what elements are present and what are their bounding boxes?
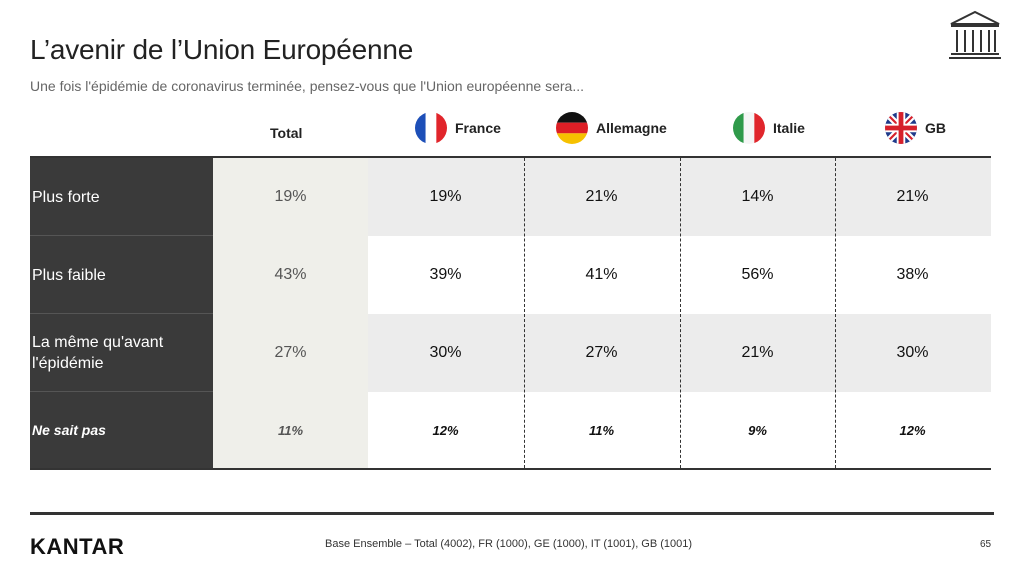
uk-flag-icon	[885, 112, 917, 144]
table-cell: 12%	[899, 422, 926, 438]
column-divider	[680, 158, 681, 468]
results-table: Plus forte 19% 19% 21% 14% 21% Plus faib…	[30, 156, 991, 470]
germany-flag-icon	[556, 112, 588, 144]
column-header-allemagne: Allemagne	[556, 108, 667, 148]
table-cell: 21%	[741, 344, 774, 361]
kantar-logo: KANTAR	[30, 534, 125, 559]
row-divider	[30, 313, 213, 314]
table-cell: 12%	[432, 422, 459, 438]
table-cell: 21%	[585, 188, 618, 205]
table-cell: 39%	[429, 266, 462, 283]
table-cell: 30%	[896, 344, 929, 361]
table-cell: 11%	[588, 422, 615, 438]
table-cell: 41%	[585, 266, 618, 283]
table-cell: 19%	[429, 188, 462, 205]
building-icon	[949, 10, 1001, 59]
column-label: Allemagne	[596, 120, 667, 136]
table-cell: 9%	[748, 422, 767, 438]
column-header-gb: GB	[885, 108, 946, 148]
table-cell: 43%	[274, 266, 307, 283]
column-header-italie: Italie	[733, 108, 805, 148]
column-header-france: France	[415, 108, 501, 148]
column-label: Italie	[773, 120, 805, 136]
row-divider	[30, 235, 213, 236]
table-cell: 11%	[277, 422, 304, 438]
france-flag-icon	[415, 112, 447, 144]
column-divider	[524, 158, 525, 468]
row-label-la-meme: La même qu'avant l'épidémie	[32, 334, 164, 372]
row-label-plus-forte: Plus forte	[32, 188, 100, 206]
page-number: 65	[980, 539, 992, 550]
table-cell: 14%	[741, 188, 774, 205]
italy-flag-icon	[733, 112, 765, 144]
column-header-total: Total	[270, 113, 302, 153]
table-cell: 27%	[274, 344, 307, 361]
row-band	[368, 314, 991, 392]
table-cell: 19%	[274, 188, 307, 205]
column-label: France	[455, 120, 501, 136]
column-label: Total	[270, 125, 303, 141]
page-title: L’avenir de l’Union Européenne	[30, 34, 414, 65]
table-cell: 30%	[429, 344, 462, 361]
total-column	[213, 158, 368, 468]
row-label-plus-faible: Plus faible	[32, 266, 106, 284]
row-band	[368, 158, 991, 236]
table-bottom-rule	[30, 468, 991, 470]
base-note: Base Ensemble – Total (4002), FR (1000),…	[325, 538, 693, 550]
footer-rule	[30, 512, 994, 515]
page-subtitle: Une fois l'épidémie de coronavirus termi…	[30, 78, 584, 94]
table-cell: 38%	[896, 266, 929, 283]
table-cell: 27%	[585, 344, 618, 361]
column-label: GB	[925, 120, 946, 136]
table-cell: 56%	[741, 266, 774, 283]
table-top-rule	[30, 156, 991, 158]
table-cell: 21%	[896, 188, 929, 205]
column-divider	[835, 158, 836, 468]
row-label-ne-sait-pas: Ne sait pas	[32, 421, 106, 438]
row-divider	[30, 391, 213, 392]
